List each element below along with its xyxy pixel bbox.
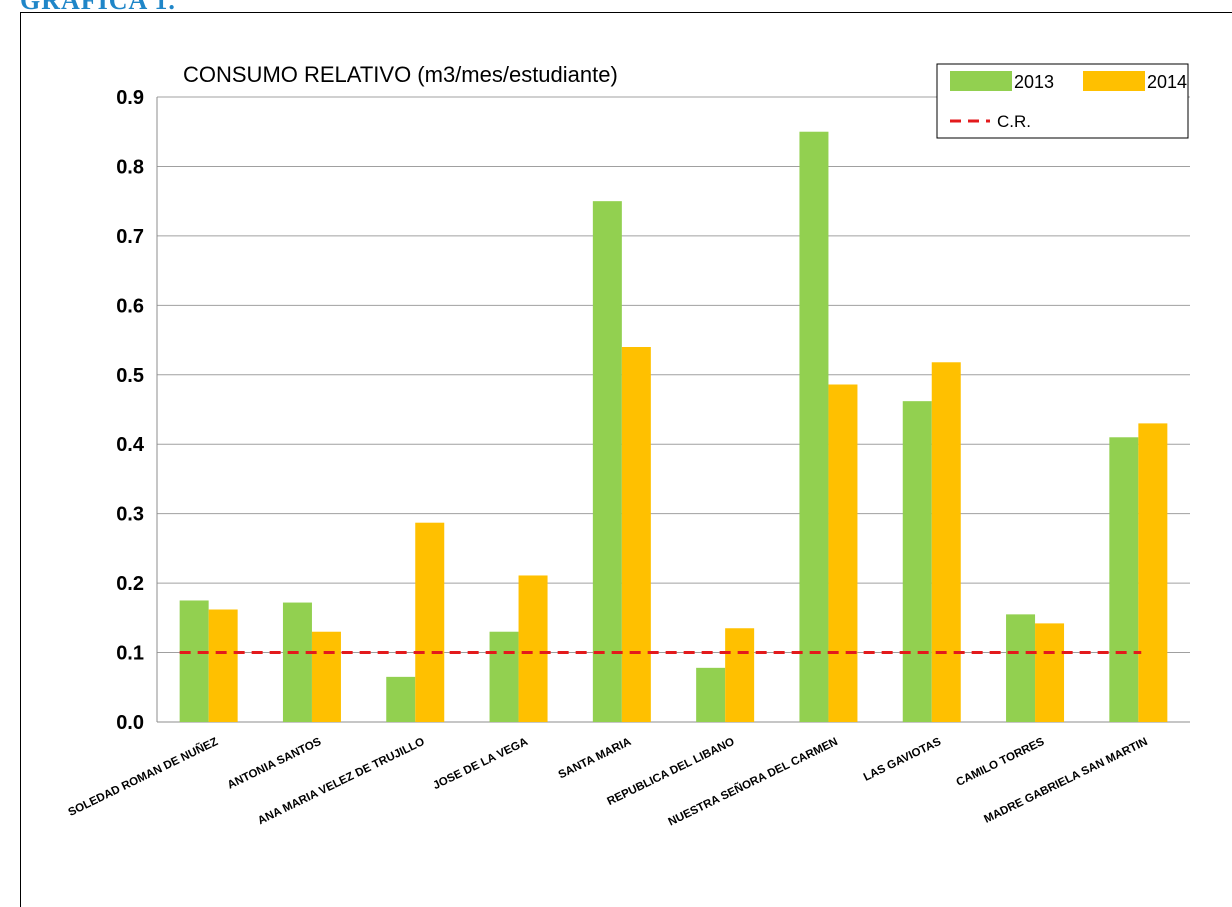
bar-2013 bbox=[1006, 614, 1036, 722]
bar-2013 bbox=[489, 631, 519, 722]
bar-2013 bbox=[386, 676, 416, 722]
x-tick-label: JOSE DE LA VEGA bbox=[431, 736, 530, 792]
y-tick-label: 0.5 bbox=[116, 365, 144, 387]
bar-2013 bbox=[799, 131, 829, 722]
x-axis-labels: SOLEDAD ROMAN DE NUÑEZ ANTONIA SANTOSANA … bbox=[66, 735, 1150, 829]
chart-title: CONSUMO RELATIVO (m3/mes/estudiante) bbox=[183, 62, 618, 87]
bar-2014 bbox=[621, 347, 651, 722]
bar-2013 bbox=[282, 602, 312, 722]
legend-label-2014: 2014 bbox=[1147, 72, 1187, 92]
bar-2014 bbox=[931, 362, 961, 722]
y-tick-label: 0.4 bbox=[116, 434, 145, 456]
bar-2014 bbox=[518, 575, 548, 722]
y-tick-label: 0.0 bbox=[116, 712, 144, 734]
y-tick-label: 0.9 bbox=[116, 87, 144, 109]
y-tick-label: 0.2 bbox=[116, 573, 144, 595]
legend-label-2013: 2013 bbox=[1014, 72, 1054, 92]
y-tick-label: 0.1 bbox=[116, 643, 144, 665]
y-tick-label: 0.6 bbox=[116, 295, 144, 317]
y-tick-label: 0.7 bbox=[116, 226, 144, 248]
bar-2014 bbox=[828, 384, 858, 722]
x-tick-label: LAS GAVIOTAS bbox=[862, 736, 944, 784]
x-tick-label: SOLEDAD ROMAN DE NUÑEZ bbox=[66, 735, 220, 819]
bar-2014 bbox=[415, 522, 445, 722]
bar-2013 bbox=[592, 201, 622, 722]
legend-swatch-2013 bbox=[950, 71, 1012, 91]
y-tick-label: 0.8 bbox=[116, 156, 144, 178]
page-heading: GRAFICA 1. bbox=[20, 0, 176, 15]
y-tick-label: 0.3 bbox=[116, 504, 144, 526]
bar-2014 bbox=[1035, 623, 1065, 722]
bars bbox=[179, 131, 1168, 722]
bar-2013 bbox=[696, 667, 726, 722]
x-tick-label: ANA MARIA VELEZ DE TRUJILLO bbox=[256, 736, 426, 827]
bar-2014 bbox=[725, 628, 755, 722]
legend: 2013 2014 C.R. bbox=[936, 63, 1189, 139]
bar-2013 bbox=[902, 401, 932, 722]
x-tick-label: NUESTRA SEÑORA DEL CARMEN bbox=[666, 735, 840, 829]
bar-2013 bbox=[1109, 437, 1139, 722]
x-tick-label: CAMILO TORRES bbox=[955, 736, 1047, 789]
legend-swatch-2014 bbox=[1083, 71, 1145, 91]
legend-label-cr: C.R. bbox=[997, 112, 1031, 131]
y-axis: 0.0 0.1 0.2 0.3 0.4 0.5 0.6 0.7 0.8 0.9 bbox=[116, 87, 158, 734]
bar-2014 bbox=[1138, 423, 1168, 722]
x-tick-label: ANTONIA SANTOS bbox=[226, 736, 324, 792]
x-tick-label: MADRE GABRIELA SAN MARTIN bbox=[982, 736, 1149, 826]
bar-2013 bbox=[179, 600, 209, 722]
figure-frame bbox=[20, 12, 1232, 907]
bar-2014 bbox=[208, 609, 238, 722]
bar-2014 bbox=[311, 631, 341, 722]
x-tick-label: SANTA MARIA bbox=[557, 736, 633, 782]
